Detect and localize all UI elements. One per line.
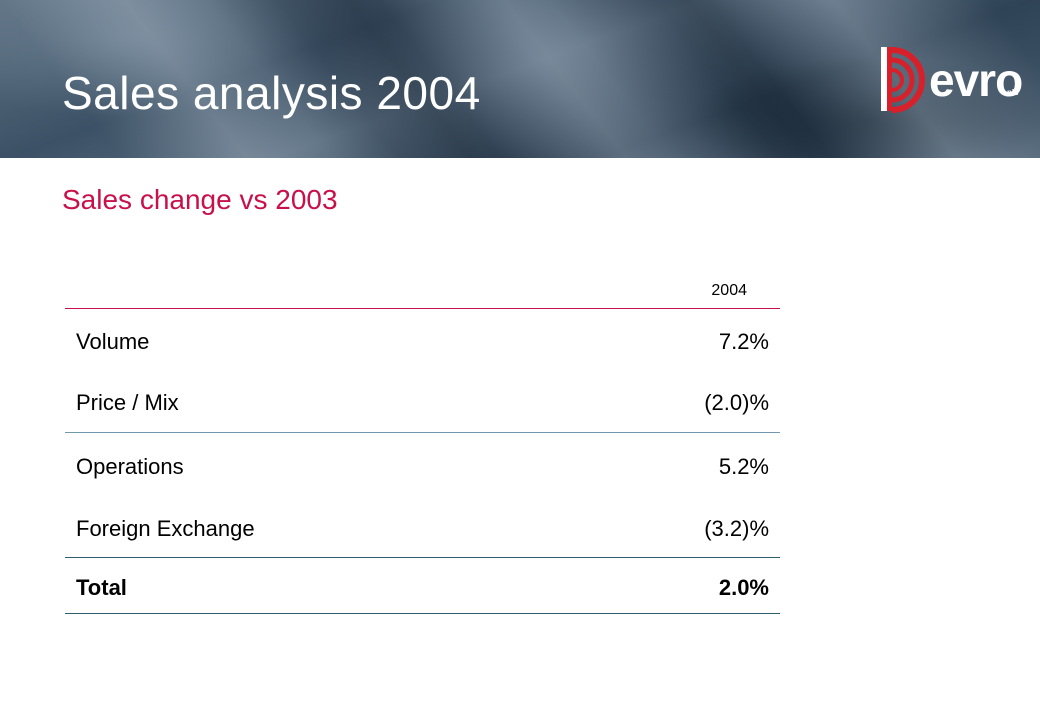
table-row-foreign-exchange: Foreign Exchange (3.2)% [65,499,780,559]
page-title: Sales analysis 2004 [62,67,481,119]
header-banner [0,0,1040,158]
row-value: (2.0)% [704,390,769,415]
table-row-price-mix: Price / Mix (2.0)% [65,373,780,433]
column-header-year: 2004 [711,282,747,299]
row-value: 7.2% [718,329,769,354]
row-label: Volume [76,329,150,354]
row-label: Operations [76,454,184,479]
row-value: (3.2)% [704,516,769,541]
header-rule [65,308,780,309]
table-row-volume: Volume 7.2% [65,312,780,372]
section-subtitle: Sales change vs 2003 [62,184,338,215]
row-value: 5.2% [718,454,769,479]
table-row-operations: Operations 5.2% [65,437,780,497]
bottom-rule [65,613,780,614]
logo-wordmark: evro [929,54,1023,106]
row-label: Total [76,575,127,600]
section-rule [65,432,780,433]
logo-suffix: plc [1007,88,1019,97]
table-row-total: Total 2.0% [65,558,780,618]
total-rule [65,557,780,558]
row-label: Price / Mix [76,390,179,415]
row-label: Foreign Exchange [76,516,255,541]
row-value: 2.0% [718,575,769,600]
devro-logo-mark [881,47,925,113]
